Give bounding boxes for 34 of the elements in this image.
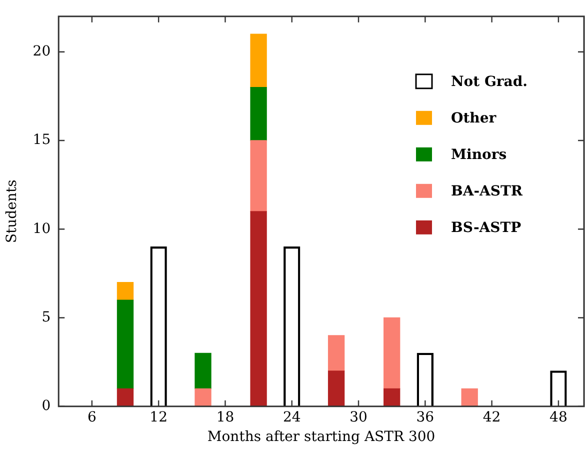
x-tick-label: 36 bbox=[416, 409, 434, 426]
y-tick-label: 5 bbox=[42, 309, 51, 326]
bar bbox=[384, 317, 400, 390]
legend-label: Minors bbox=[451, 147, 507, 164]
bar bbox=[328, 370, 345, 406]
x-axis-title: Months after starting ASTR 300 bbox=[207, 429, 436, 446]
x-tick-label: 30 bbox=[350, 409, 368, 426]
bar bbox=[194, 352, 212, 390]
bar bbox=[461, 388, 478, 406]
bar bbox=[250, 140, 267, 212]
bar bbox=[250, 211, 267, 406]
bar bbox=[116, 300, 134, 390]
bar bbox=[250, 86, 267, 141]
legend-label: BA-ASTR bbox=[451, 184, 523, 200]
x-tick-label: 18 bbox=[216, 409, 234, 426]
x-tick-label: 12 bbox=[150, 409, 168, 426]
y-tick-label: 10 bbox=[32, 220, 51, 237]
y-tick-label: 20 bbox=[32, 43, 51, 60]
bar bbox=[194, 388, 212, 406]
x-tick-label: 6 bbox=[87, 409, 96, 426]
bar bbox=[116, 388, 134, 406]
y-tick-label: 15 bbox=[32, 132, 51, 148]
bar bbox=[328, 335, 345, 372]
y-tick-label: 0 bbox=[42, 398, 51, 414]
x-tick-label: 42 bbox=[482, 409, 501, 426]
bar bbox=[250, 34, 267, 88]
legend-label: BS-ASTP bbox=[451, 220, 522, 236]
x-tick-label: 48 bbox=[550, 409, 568, 426]
bar bbox=[116, 282, 134, 300]
legend-label: Not Grad. bbox=[451, 74, 528, 90]
bar bbox=[384, 388, 400, 406]
legend-label: Other bbox=[451, 110, 497, 127]
x-tick-label: 24 bbox=[282, 409, 301, 426]
y-axis-title: Students bbox=[4, 180, 20, 244]
